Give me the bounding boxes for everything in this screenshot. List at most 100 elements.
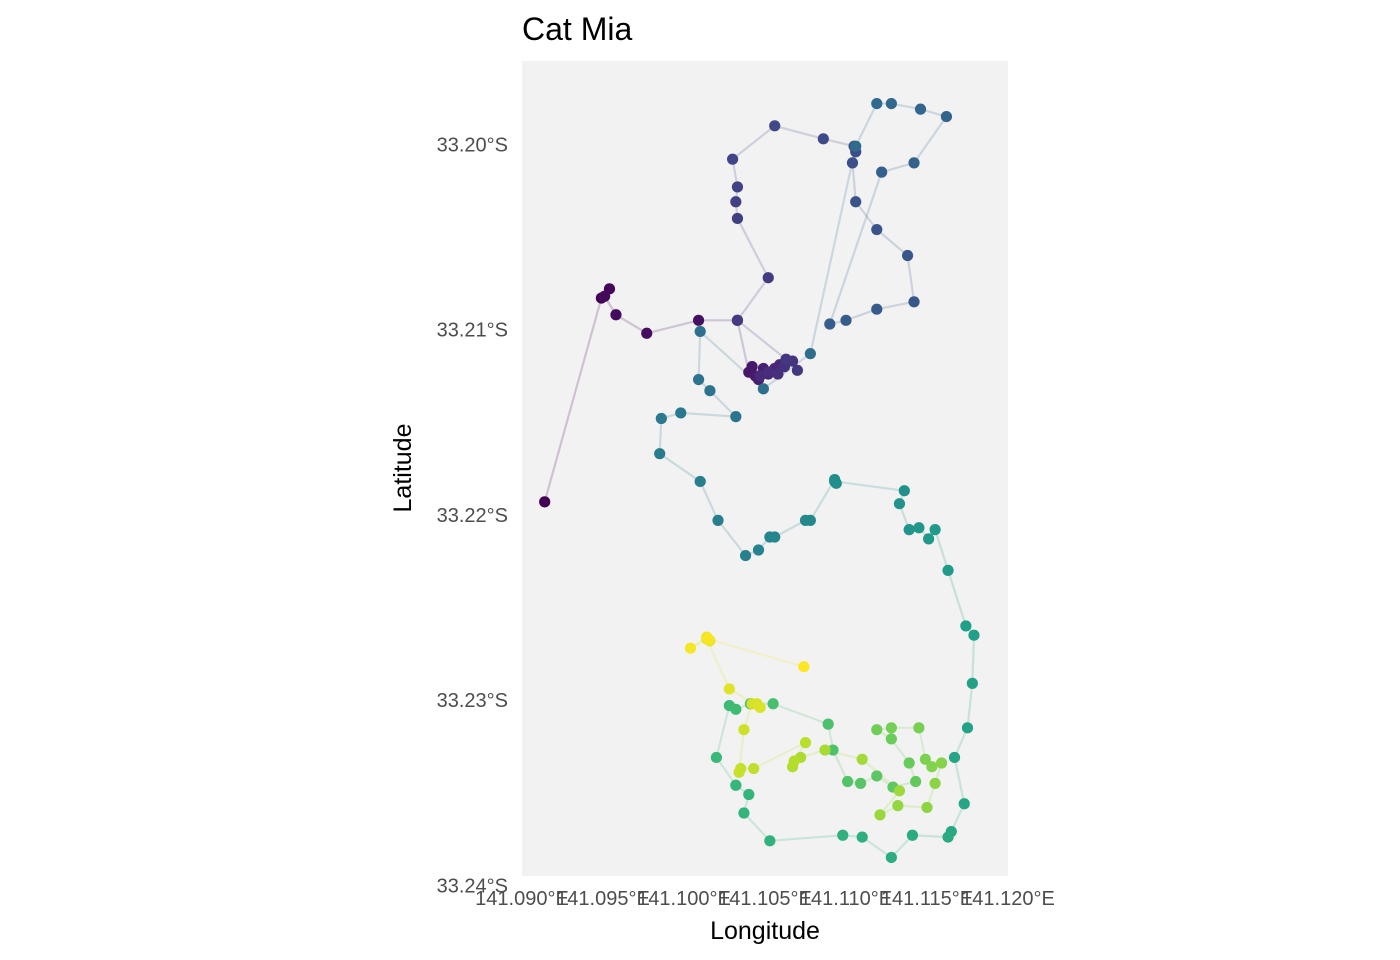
data-point bbox=[539, 496, 551, 508]
y-axis-title: Latitude bbox=[389, 424, 417, 513]
track-segment bbox=[707, 637, 805, 668]
data-point bbox=[767, 698, 779, 710]
data-point bbox=[738, 724, 750, 736]
data-point bbox=[856, 753, 868, 765]
data-point bbox=[754, 701, 766, 714]
data-point bbox=[730, 703, 742, 715]
y-tick-label: 33.20°S bbox=[437, 134, 508, 156]
data-point bbox=[730, 196, 742, 208]
track-segment bbox=[731, 124, 776, 161]
track-segment bbox=[705, 638, 731, 690]
data-point bbox=[961, 722, 974, 734]
data-point bbox=[958, 798, 970, 810]
x-tick-label: 141.090°E bbox=[475, 888, 569, 910]
track-segment bbox=[947, 570, 967, 627]
data-point bbox=[655, 412, 667, 425]
track-segment bbox=[615, 313, 648, 335]
data-point bbox=[743, 788, 755, 801]
data-point bbox=[919, 753, 931, 765]
track-segment bbox=[715, 705, 731, 758]
x-axis-title: Longitude bbox=[710, 917, 820, 945]
track-segment bbox=[953, 757, 966, 804]
data-point bbox=[827, 744, 839, 756]
data-point bbox=[856, 831, 868, 843]
track-segment bbox=[769, 834, 843, 842]
data-point bbox=[692, 373, 705, 386]
track-segment bbox=[697, 331, 702, 380]
data-point bbox=[692, 314, 705, 326]
data-point bbox=[804, 514, 816, 526]
data-point bbox=[968, 629, 980, 641]
data-point bbox=[702, 633, 714, 645]
data-point bbox=[610, 309, 622, 321]
plot-panel bbox=[522, 61, 1008, 876]
data-point bbox=[739, 549, 752, 562]
track-segment bbox=[709, 389, 737, 418]
data-point bbox=[929, 524, 941, 536]
data-point bbox=[731, 314, 744, 326]
data-point bbox=[908, 296, 920, 308]
data-point bbox=[780, 353, 792, 365]
data-point bbox=[762, 272, 774, 284]
data-point bbox=[727, 153, 739, 165]
track-segment bbox=[851, 162, 857, 202]
data-point bbox=[822, 718, 834, 730]
data-point bbox=[921, 801, 933, 814]
track-segment bbox=[809, 145, 857, 354]
data-point bbox=[903, 524, 915, 536]
track-segment bbox=[934, 529, 950, 571]
data-point bbox=[854, 777, 867, 789]
data-point bbox=[885, 722, 897, 734]
data-point bbox=[966, 677, 978, 689]
data-point bbox=[960, 620, 972, 632]
gps-points bbox=[539, 98, 980, 864]
track-segment bbox=[809, 479, 836, 521]
data-point bbox=[704, 385, 716, 397]
data-point bbox=[908, 157, 920, 169]
data-point bbox=[893, 785, 906, 797]
track-segment bbox=[881, 161, 915, 174]
data-point bbox=[942, 831, 954, 843]
data-point bbox=[723, 683, 735, 695]
data-point bbox=[712, 514, 724, 526]
track-segment bbox=[658, 418, 663, 454]
track-segment bbox=[736, 319, 787, 361]
data-point bbox=[788, 755, 800, 767]
y-tick-label: 33.24°S bbox=[437, 875, 508, 897]
track-segment bbox=[854, 201, 878, 231]
data-point bbox=[926, 761, 938, 773]
data-point bbox=[730, 779, 742, 791]
data-point bbox=[738, 807, 750, 819]
data-point bbox=[710, 751, 723, 764]
data-point bbox=[871, 724, 883, 736]
track-segment bbox=[736, 217, 770, 279]
data-point bbox=[948, 751, 961, 764]
data-point bbox=[850, 196, 862, 208]
data-point bbox=[748, 762, 760, 775]
track-segment bbox=[717, 519, 747, 557]
track-segment bbox=[646, 319, 699, 335]
data-point bbox=[798, 661, 810, 673]
data-point bbox=[885, 98, 897, 110]
track-segment bbox=[876, 300, 915, 311]
data-point bbox=[874, 809, 886, 821]
data-point bbox=[829, 475, 841, 488]
data-point bbox=[842, 775, 854, 788]
track-segment bbox=[659, 452, 701, 483]
data-point bbox=[769, 120, 781, 132]
data-point bbox=[913, 722, 925, 734]
track-segment bbox=[543, 297, 603, 503]
track-segment bbox=[736, 320, 750, 373]
data-point bbox=[940, 110, 953, 123]
data-point bbox=[769, 531, 781, 543]
data-point bbox=[898, 485, 910, 497]
y-tick-label: 33.22°S bbox=[437, 505, 508, 527]
track-segment bbox=[715, 756, 737, 786]
track-segment bbox=[743, 812, 771, 842]
track-segment bbox=[736, 277, 770, 321]
track-segment bbox=[774, 519, 807, 539]
track-segment bbox=[834, 480, 905, 492]
x-tick-label: 141.120°E bbox=[961, 888, 1055, 910]
data-point bbox=[914, 103, 927, 115]
track-segment bbox=[832, 749, 849, 782]
